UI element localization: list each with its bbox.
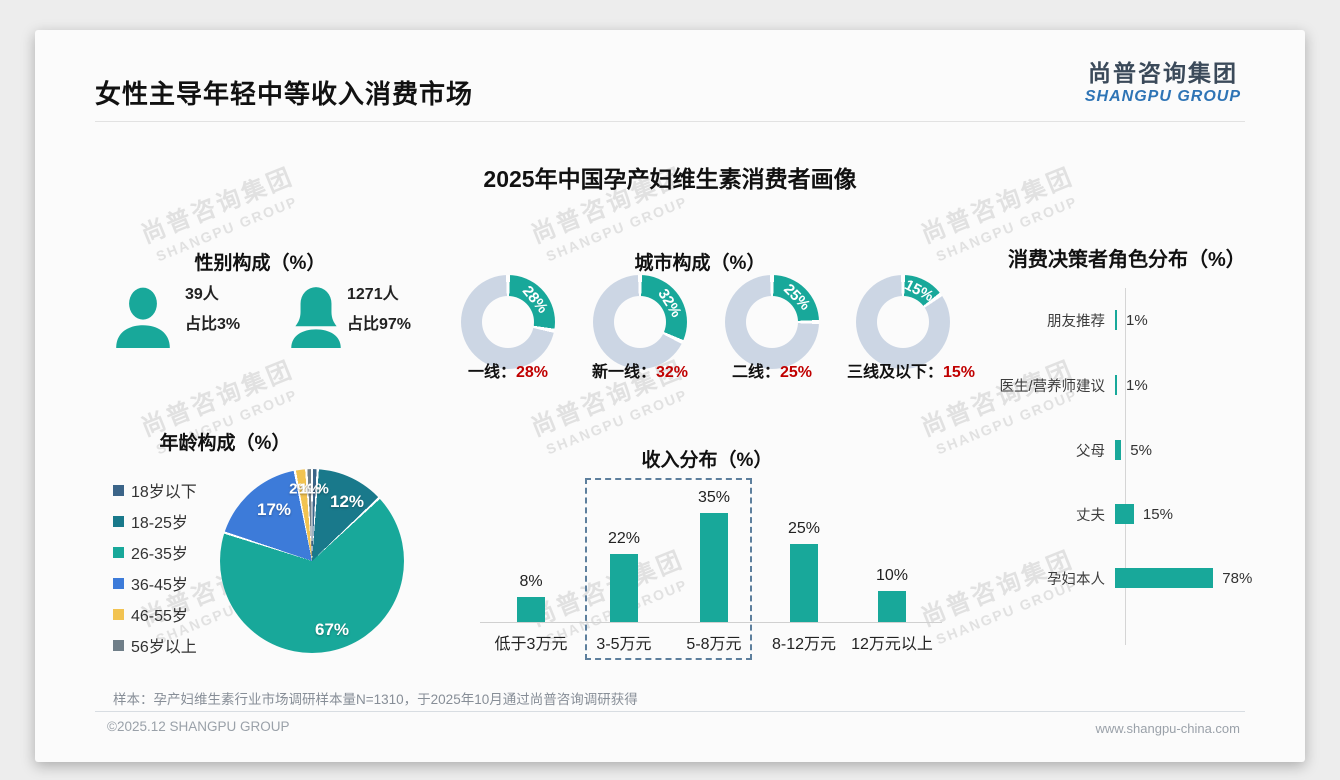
decision-row: 丈夫 15%	[915, 502, 1315, 526]
donut-chart-tier2: 25%	[725, 275, 819, 369]
legend-item: 18-25岁	[113, 511, 197, 532]
legend-item: 26-35岁	[113, 542, 197, 563]
decision-category: 丈夫	[1076, 507, 1105, 524]
income-value: 8%	[519, 573, 543, 590]
donut-value-label: 25%	[780, 280, 814, 314]
city-section-title: 城市构成（%）	[634, 253, 766, 274]
decision-row: 孕妇本人 78%	[915, 566, 1315, 590]
pie-label-under18: 1%	[307, 480, 329, 498]
income-category: 5-8万元	[686, 636, 742, 653]
income-bar-group: 25%	[749, 520, 859, 622]
pie-label-56plus: 1%	[299, 480, 321, 498]
copyright-text: ©2025.12 SHANGPU GROUP	[107, 719, 290, 734]
legend-swatch	[113, 484, 124, 496]
legend-swatch	[113, 515, 124, 527]
male-share: 占比3%	[185, 316, 241, 333]
donut-caption: 一线：28%	[467, 364, 549, 381]
decision-category: 医生/营养师建议	[999, 378, 1105, 395]
income-bar-group: 10%	[837, 567, 947, 622]
donut-chart-tier3: 15%	[856, 275, 950, 369]
decision-axis-line	[1125, 288, 1126, 645]
age-legend: 18岁以下 18-25岁 26-35岁 36-45岁 46-55岁 56岁以上	[113, 480, 197, 666]
income-bar	[700, 513, 728, 622]
income-bar-group: 22%	[569, 530, 679, 622]
company-logo: 尚普咨询集团 SHANGPU GROUP	[1085, 54, 1241, 106]
chart-main-title: 2025年中国孕产妇维生素消费者画像	[483, 166, 857, 192]
decision-bar	[1115, 504, 1134, 524]
legend-swatch	[113, 546, 124, 558]
website-text: www.shangpu-china.com	[1095, 721, 1240, 736]
decision-value: 1%	[1126, 311, 1148, 329]
logo-en-text: SHANGPU GROUP	[1084, 88, 1241, 105]
donut-value-label: 28%	[518, 282, 552, 317]
female-count: 1271人	[347, 286, 399, 303]
income-value: 25%	[787, 520, 821, 537]
page-title: 女性主导年轻中等收入消费市场	[95, 79, 474, 109]
legend-item: 46-55岁	[113, 604, 197, 625]
age-pie-chart: 2% 1% 1% 12% 17% 67%	[220, 469, 404, 653]
decision-bar	[1115, 440, 1122, 460]
income-bar-group: 35%	[659, 489, 769, 622]
pie-label-46-55: 2%	[289, 480, 311, 498]
decision-category: 父母	[1076, 443, 1105, 460]
female-share: 占比97%	[347, 316, 412, 333]
decision-value: 78%	[1222, 569, 1253, 587]
income-bar	[878, 591, 906, 622]
male-stats: 39人 占比3%	[185, 280, 240, 340]
decision-section-title: 消费决策者角色分布（%）	[1008, 249, 1246, 271]
legend-item: 56岁以上	[113, 635, 197, 656]
decision-category: 孕妇本人	[1047, 571, 1105, 588]
pie-label-26-35: 67%	[314, 620, 350, 639]
header-divider	[95, 121, 1245, 122]
logo-cn-text: 尚普咨询集团	[1087, 60, 1238, 86]
legend-swatch	[113, 639, 124, 651]
decision-row: 朋友推荐 1%	[915, 308, 1315, 332]
income-bar-group: 8%	[476, 573, 586, 622]
decision-category: 朋友推荐	[1047, 313, 1105, 330]
male-count: 39人	[185, 286, 219, 303]
decision-bar	[1115, 375, 1117, 395]
donut-caption: 三线及以下：15%	[846, 364, 976, 381]
income-section-title: 收入分布（%）	[641, 450, 773, 471]
donut-value-label: 15%	[901, 276, 937, 306]
pie-label-36-45: 17%	[256, 500, 292, 519]
age-section-title: 年龄构成（%）	[159, 433, 291, 454]
income-category: 12万元以上	[851, 636, 933, 653]
female-stats: 1271人 占比97%	[347, 280, 411, 340]
footer-divider	[95, 711, 1245, 712]
income-bar	[790, 544, 818, 622]
legend-item: 36-45岁	[113, 573, 197, 594]
income-bar	[610, 554, 638, 622]
income-value: 10%	[875, 567, 909, 584]
decision-row: 医生/营养师建议 1%	[915, 373, 1315, 397]
pie-label-18-25: 12%	[329, 492, 365, 511]
income-bar	[517, 597, 545, 622]
slide-card: 尚普咨询集团 SHANGPU GROUP 尚普咨询集团 SHANGPU GROUP …	[35, 30, 1305, 762]
decision-value: 15%	[1142, 505, 1173, 523]
decision-bar	[1115, 310, 1117, 330]
decision-value: 5%	[1130, 441, 1152, 459]
donut-chart-new-tier1: 32%	[593, 275, 687, 369]
income-baseline	[480, 622, 942, 623]
income-value: 22%	[607, 530, 641, 547]
donut-caption: 二线：25%	[731, 364, 813, 381]
income-category: 低于3万元	[494, 636, 568, 653]
gender-section-title: 性别构成（%）	[194, 253, 326, 274]
female-icon	[283, 282, 349, 352]
decision-value: 1%	[1126, 376, 1148, 394]
income-category: 3-5万元	[596, 636, 652, 653]
male-icon	[110, 282, 176, 352]
donut-caption: 新一线：32%	[591, 364, 689, 381]
income-value: 35%	[697, 489, 731, 506]
legend-item: 18岁以下	[113, 480, 197, 501]
decision-row: 父母 5%	[915, 438, 1315, 462]
sample-note: 样本：孕产妇维生素行业市场调研样本量N=1310，于2025年10月通过尚普咨询…	[113, 692, 638, 707]
legend-swatch	[113, 608, 124, 620]
legend-swatch	[113, 577, 124, 589]
income-highlight-box	[585, 478, 752, 660]
donut-value-label: 32%	[654, 286, 685, 321]
donut-chart-tier1: 28%	[461, 275, 555, 369]
decision-bar	[1115, 568, 1214, 588]
income-category: 8-12万元	[771, 636, 837, 653]
